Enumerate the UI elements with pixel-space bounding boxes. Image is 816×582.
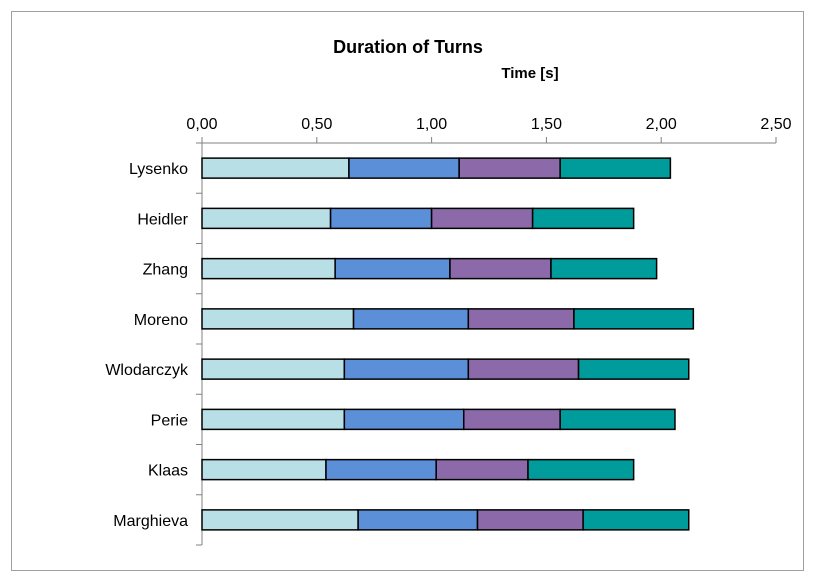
bar-segment-1 (201, 458, 327, 481)
bar-segment-4 (559, 157, 672, 179)
bar-segment-1 (201, 157, 350, 179)
bar-segment-2 (325, 458, 437, 481)
category-label: Zhang (143, 262, 188, 279)
bar-segment-4 (527, 458, 635, 481)
bar-segment-2 (329, 207, 433, 230)
bar-segment-1 (201, 308, 355, 330)
bar-segment-4 (573, 308, 695, 330)
bar-segment-1 (201, 257, 336, 280)
category-label: Klaas (148, 463, 188, 480)
bar-segment-1 (201, 509, 359, 531)
bar-segment-3 (476, 509, 584, 531)
bars (201, 157, 695, 531)
bar-segment-3 (449, 257, 552, 280)
category-label: Lysenko (129, 161, 188, 178)
bar-segment-3 (462, 408, 561, 431)
bar-segment-2 (348, 157, 460, 179)
bar-segment-1 (201, 207, 332, 230)
bar-segment-4 (582, 509, 690, 531)
bar-segment-3 (467, 308, 575, 330)
x-tick-label: 0,50 (301, 116, 332, 133)
x-tick-label: 1,50 (531, 116, 562, 133)
bar-segment-4 (550, 257, 658, 280)
chart-title: Duration of Turns (333, 37, 483, 57)
category-label: Perie (151, 412, 188, 429)
x-tick-label: 2,00 (646, 116, 677, 133)
bar-segment-2 (334, 257, 451, 280)
axes (196, 137, 777, 546)
x-tick-label: 1,00 (416, 116, 447, 133)
bar-segment-1 (201, 358, 346, 380)
category-label: Heidler (137, 211, 188, 228)
bar-segment-2 (343, 408, 465, 431)
bar-segment-3 (458, 157, 561, 179)
x-tick-label: 0,00 (186, 116, 217, 133)
bar-segment-4 (577, 358, 690, 380)
x-axis-title: Time [s] (501, 65, 559, 82)
bar-segment-2 (352, 308, 470, 330)
bar-segment-3 (467, 358, 580, 380)
labels: 0,00 0,50 1,00 1,50 2,00 2,50 Lysenko Heidler Zh… (105, 116, 791, 530)
bar-segment-3 (430, 207, 534, 230)
category-label: Marghieva (113, 513, 188, 530)
category-label: Wlodarczyk (105, 362, 189, 379)
bar-segment-2 (343, 358, 470, 380)
x-tick-label: 2,50 (760, 116, 791, 133)
bar-segment-1 (201, 408, 346, 431)
bar-segment-4 (531, 207, 635, 230)
category-label: Moreno (134, 312, 188, 329)
bar-segment-3 (435, 458, 529, 481)
bar-segment-2 (357, 509, 479, 531)
bar-segment-4 (559, 408, 676, 431)
